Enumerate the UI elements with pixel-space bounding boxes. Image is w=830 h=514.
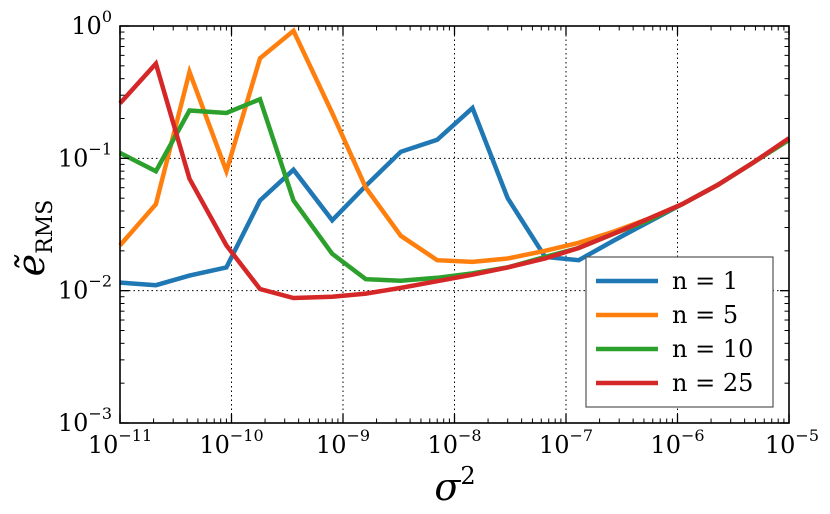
x-tick-label-exp: −7	[569, 426, 593, 445]
x-tick-label-exp: −6	[681, 426, 705, 445]
x-tick-label: 10−8	[427, 426, 481, 459]
y-tick-label-base: 10	[58, 277, 89, 305]
x-tick-label-base: 10	[650, 431, 681, 459]
x-axis-title: σ2	[434, 462, 475, 509]
grid	[120, 26, 789, 423]
x-tick-label-base: 10	[539, 431, 570, 459]
y-axis-title-base: ẽ	[9, 254, 53, 277]
x-tick-label: 10−6	[650, 426, 704, 459]
x-tick-label-exp: −10	[230, 426, 264, 445]
y-tick-label: 10−3	[58, 404, 112, 437]
y-tick-label-exp: −3	[88, 404, 112, 423]
y-tick-label: 10−2	[58, 272, 112, 305]
x-axis-title-sup: 2	[460, 462, 475, 490]
x-tick-label-base: 10	[316, 431, 347, 459]
x-tick-label: 10−7	[539, 426, 593, 459]
x-tick-label-exp: −9	[346, 426, 370, 445]
y-tick-label-exp: 0	[102, 7, 112, 26]
ticks	[119, 25, 790, 424]
y-tick-label-exp: −1	[88, 139, 112, 158]
series-line-4	[118, 59, 791, 301]
x-tick-label-base: 10	[427, 431, 458, 459]
x-tick-label-exp: −8	[458, 426, 482, 445]
y-tick-label-base: 10	[58, 409, 89, 437]
series-layer	[118, 27, 791, 301]
legend-label: n = 5	[672, 301, 738, 329]
x-axis-title-base: σ	[434, 465, 461, 509]
y-tick-label-base: 10	[71, 12, 102, 40]
x-tick-label-base: 10	[765, 431, 796, 459]
x-tick-label-exp: −11	[118, 426, 152, 445]
x-tick-label-exp: −5	[795, 426, 819, 445]
tick-labels: 10−11 10−10 10−9 10−8 10−7 10−6 10−510−310−210…	[58, 7, 819, 459]
x-tick-label: 10−10	[199, 426, 263, 459]
x-tick-label: 10−9	[316, 426, 370, 459]
y-tick-label: 10−1	[58, 139, 112, 172]
y-tick-label-base: 10	[58, 144, 89, 172]
x-tick-label: 10−11	[88, 426, 152, 459]
x-tick-label-base: 10	[199, 431, 230, 459]
y-axis-title: ẽRMS	[9, 200, 58, 277]
x-tick-label: 10−5	[765, 426, 819, 459]
x-tick-label-base: 10	[88, 431, 119, 459]
y-tick-label: 100	[71, 7, 112, 40]
y-tick-label-exp: −2	[88, 272, 112, 291]
legend-label: n = 25	[672, 369, 753, 397]
y-axis-title-sub: RMS	[33, 200, 58, 254]
legend-label: n = 10	[672, 335, 753, 363]
legend: n = 1 n = 5 n = 10 n = 25	[585, 256, 774, 408]
legend-label: n = 1	[672, 267, 738, 295]
